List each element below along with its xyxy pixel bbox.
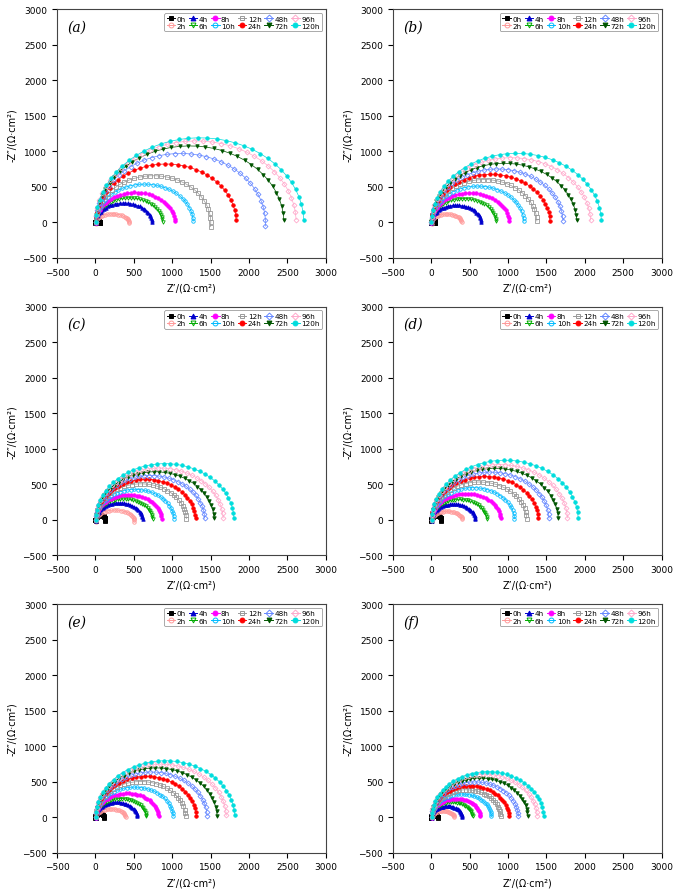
Text: (c): (c)	[68, 317, 86, 332]
Legend: 0h, 2h, 4h, 6h, 8h, 10h, 12h, 24h, 48h, 72h, 96h, 120h: 0h, 2h, 4h, 6h, 8h, 10h, 12h, 24h, 48h, …	[500, 608, 658, 627]
Text: (a): (a)	[68, 21, 87, 34]
Legend: 0h, 2h, 4h, 6h, 8h, 10h, 12h, 24h, 48h, 72h, 96h, 120h: 0h, 2h, 4h, 6h, 8h, 10h, 12h, 24h, 48h, …	[164, 311, 322, 329]
Text: (f): (f)	[403, 614, 420, 628]
Y-axis label: -Z″/(Ω·cm²): -Z″/(Ω·cm²)	[7, 405, 17, 459]
Legend: 0h, 2h, 4h, 6h, 8h, 10h, 12h, 24h, 48h, 72h, 96h, 120h: 0h, 2h, 4h, 6h, 8h, 10h, 12h, 24h, 48h, …	[500, 14, 658, 32]
Legend: 0h, 2h, 4h, 6h, 8h, 10h, 12h, 24h, 48h, 72h, 96h, 120h: 0h, 2h, 4h, 6h, 8h, 10h, 12h, 24h, 48h, …	[500, 311, 658, 329]
Legend: 0h, 2h, 4h, 6h, 8h, 10h, 12h, 24h, 48h, 72h, 96h, 120h: 0h, 2h, 4h, 6h, 8h, 10h, 12h, 24h, 48h, …	[164, 608, 322, 627]
Text: (b): (b)	[403, 21, 423, 34]
Text: (d): (d)	[403, 317, 423, 332]
Y-axis label: -Z″/(Ω·cm²): -Z″/(Ω·cm²)	[343, 107, 353, 162]
X-axis label: Z’/(Ω·cm²): Z’/(Ω·cm²)	[167, 877, 216, 887]
X-axis label: Z’/(Ω·cm²): Z’/(Ω·cm²)	[503, 283, 552, 293]
X-axis label: Z’/(Ω·cm²): Z’/(Ω·cm²)	[503, 877, 552, 887]
Legend: 0h, 2h, 4h, 6h, 8h, 10h, 12h, 24h, 48h, 72h, 96h, 120h: 0h, 2h, 4h, 6h, 8h, 10h, 12h, 24h, 48h, …	[164, 14, 322, 32]
Y-axis label: -Z″/(Ω·cm²): -Z″/(Ω·cm²)	[343, 702, 353, 755]
Y-axis label: -Z″/(Ω·cm²): -Z″/(Ω·cm²)	[7, 107, 17, 162]
Y-axis label: -Z″/(Ω·cm²): -Z″/(Ω·cm²)	[343, 405, 353, 459]
Y-axis label: -Z″/(Ω·cm²): -Z″/(Ω·cm²)	[7, 702, 17, 755]
X-axis label: Z’/(Ω·cm²): Z’/(Ω·cm²)	[167, 283, 216, 293]
Text: (e): (e)	[68, 614, 87, 628]
X-axis label: Z’/(Ω·cm²): Z’/(Ω·cm²)	[167, 580, 216, 590]
X-axis label: Z’/(Ω·cm²): Z’/(Ω·cm²)	[503, 580, 552, 590]
